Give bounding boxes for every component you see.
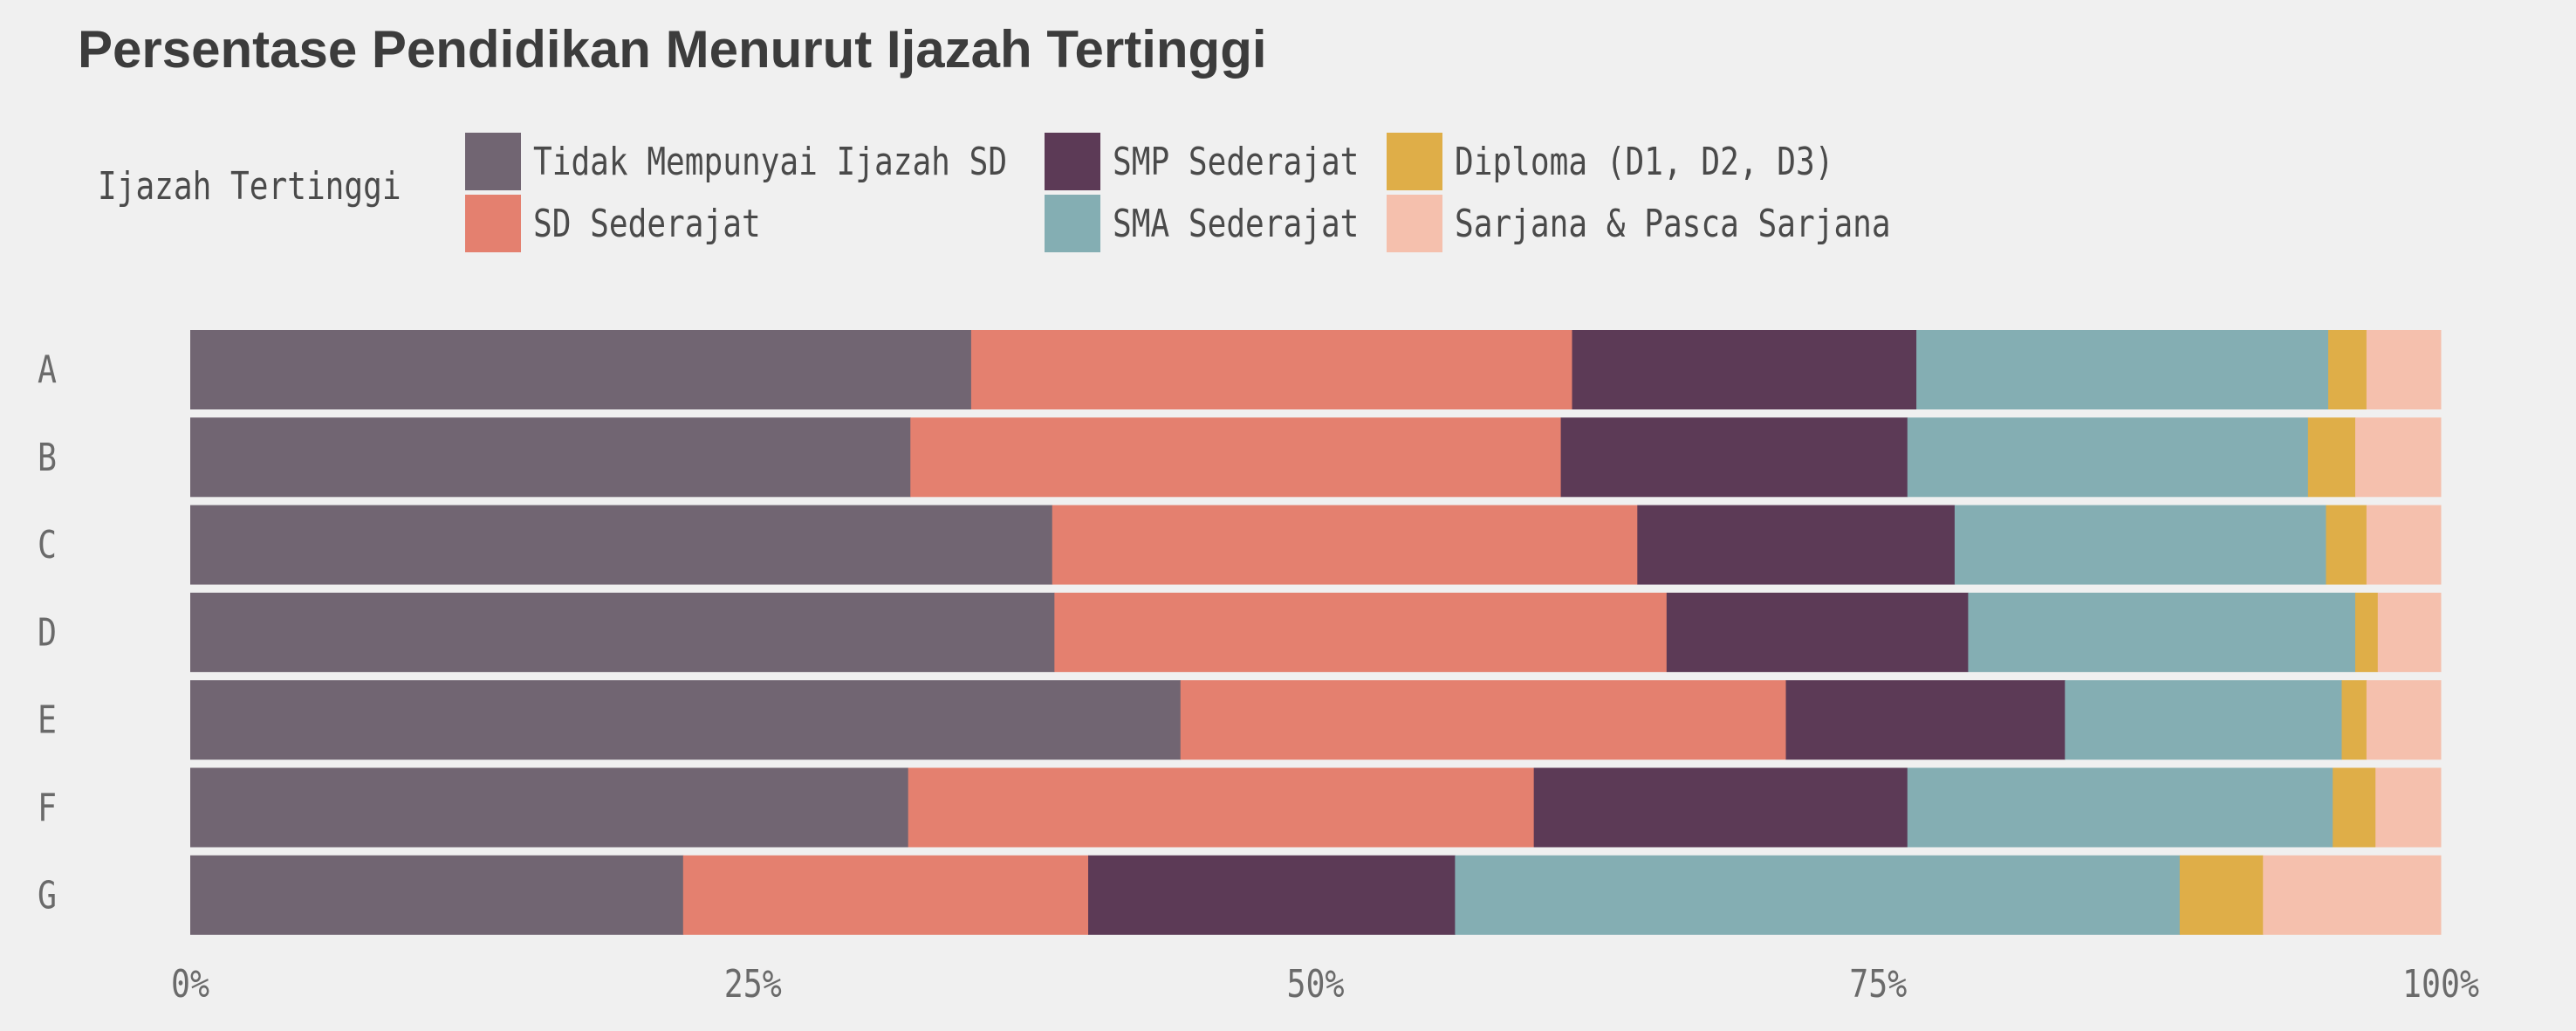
bar-segment	[2065, 680, 2343, 760]
bar-segment	[1088, 855, 1456, 935]
x-tick-label: 75%	[1849, 962, 1907, 1007]
bar-segment	[682, 855, 1089, 935]
bar-segment	[190, 505, 1053, 585]
category-label: B	[38, 436, 57, 480]
bar-segment	[910, 417, 1562, 498]
legend-label: Sarjana & Pasca Sarjana	[1455, 201, 1891, 246]
legend-item: Sarjana & Pasca Sarjana	[1387, 195, 1986, 252]
legend-item: Tidak Mempunyai Ijazah SD	[465, 133, 1111, 190]
bar-segment	[190, 855, 684, 935]
legend-label: SMA Sederajat	[1113, 201, 1360, 246]
bar-segment	[1916, 330, 2329, 409]
legend-item: Diploma (D1, D2, D3)	[1387, 133, 1917, 190]
legend-item: SMP Sederajat	[1045, 133, 1413, 190]
category-label: C	[38, 523, 57, 567]
bar-segment	[190, 330, 972, 409]
bar-segment	[190, 592, 1055, 672]
legend-item: SMA Sederajat	[1045, 195, 1413, 252]
bar-segment	[1533, 767, 1908, 848]
bar-segment	[908, 767, 1535, 848]
bar-segment	[2366, 330, 2442, 409]
legend-swatch	[1045, 195, 1100, 252]
bar-segment	[190, 417, 911, 498]
legend-item: SD Sederajat	[465, 195, 811, 252]
bar-segment	[2263, 855, 2442, 935]
legend-swatch	[1045, 133, 1100, 190]
chart-title: Persentase Pendidikan Menurut Ijazah Ter…	[78, 20, 1267, 79]
bar-segment	[1954, 505, 2326, 585]
bar-segment	[1907, 767, 2333, 848]
bar-segment	[2179, 855, 2264, 935]
bar-segment	[2375, 767, 2442, 848]
category-label: E	[38, 698, 57, 743]
bar-segment	[1968, 592, 2356, 672]
legend-swatch	[1387, 195, 1442, 252]
x-tick-label: 50%	[1287, 962, 1345, 1007]
bar-segment	[2366, 680, 2442, 760]
category-label: G	[38, 873, 57, 918]
bar-segment	[190, 767, 909, 848]
bar-segment	[1572, 330, 1917, 409]
bar-segment	[2355, 417, 2442, 498]
bar-segment	[1666, 592, 1969, 672]
bar-segment	[970, 330, 1572, 409]
legend-swatch	[465, 195, 521, 252]
legend-title: Ijazah Tertinggi	[98, 164, 401, 209]
bar-segment	[1560, 417, 1908, 498]
legend-label: SD Sederajat	[533, 201, 761, 246]
bar-segment	[1180, 680, 1787, 760]
bar-segment	[1054, 592, 1668, 672]
legend-swatch	[1387, 133, 1442, 190]
category-label: A	[38, 348, 57, 393]
bar-segment	[2366, 505, 2442, 585]
category-label: F	[38, 786, 57, 830]
bar-segment	[1907, 417, 2309, 498]
bar-segment	[190, 680, 1182, 760]
legend-label: SMP Sederajat	[1113, 139, 1360, 184]
x-tick-label: 100%	[2402, 962, 2479, 1007]
bar-segment	[2341, 680, 2367, 760]
bar-segment	[2328, 330, 2367, 409]
bar-segment	[2355, 592, 2379, 672]
legend-label: Tidak Mempunyai Ijazah SD	[533, 139, 1008, 184]
bar-segment	[2307, 417, 2356, 498]
bar-segment	[1785, 680, 2066, 760]
x-tick-label: 0%	[171, 962, 209, 1007]
bar-segment	[1052, 505, 1638, 585]
legend-swatch	[465, 133, 521, 190]
bar-segment	[2377, 592, 2442, 672]
x-tick-label: 25%	[724, 962, 782, 1007]
category-label: D	[38, 610, 57, 655]
bar-segment	[1455, 855, 2181, 935]
bar-segment	[2333, 767, 2376, 848]
bar-segment	[1637, 505, 1956, 585]
legend-label: Diploma (D1, D2, D3)	[1455, 139, 1834, 184]
bar-segment	[2326, 505, 2367, 585]
